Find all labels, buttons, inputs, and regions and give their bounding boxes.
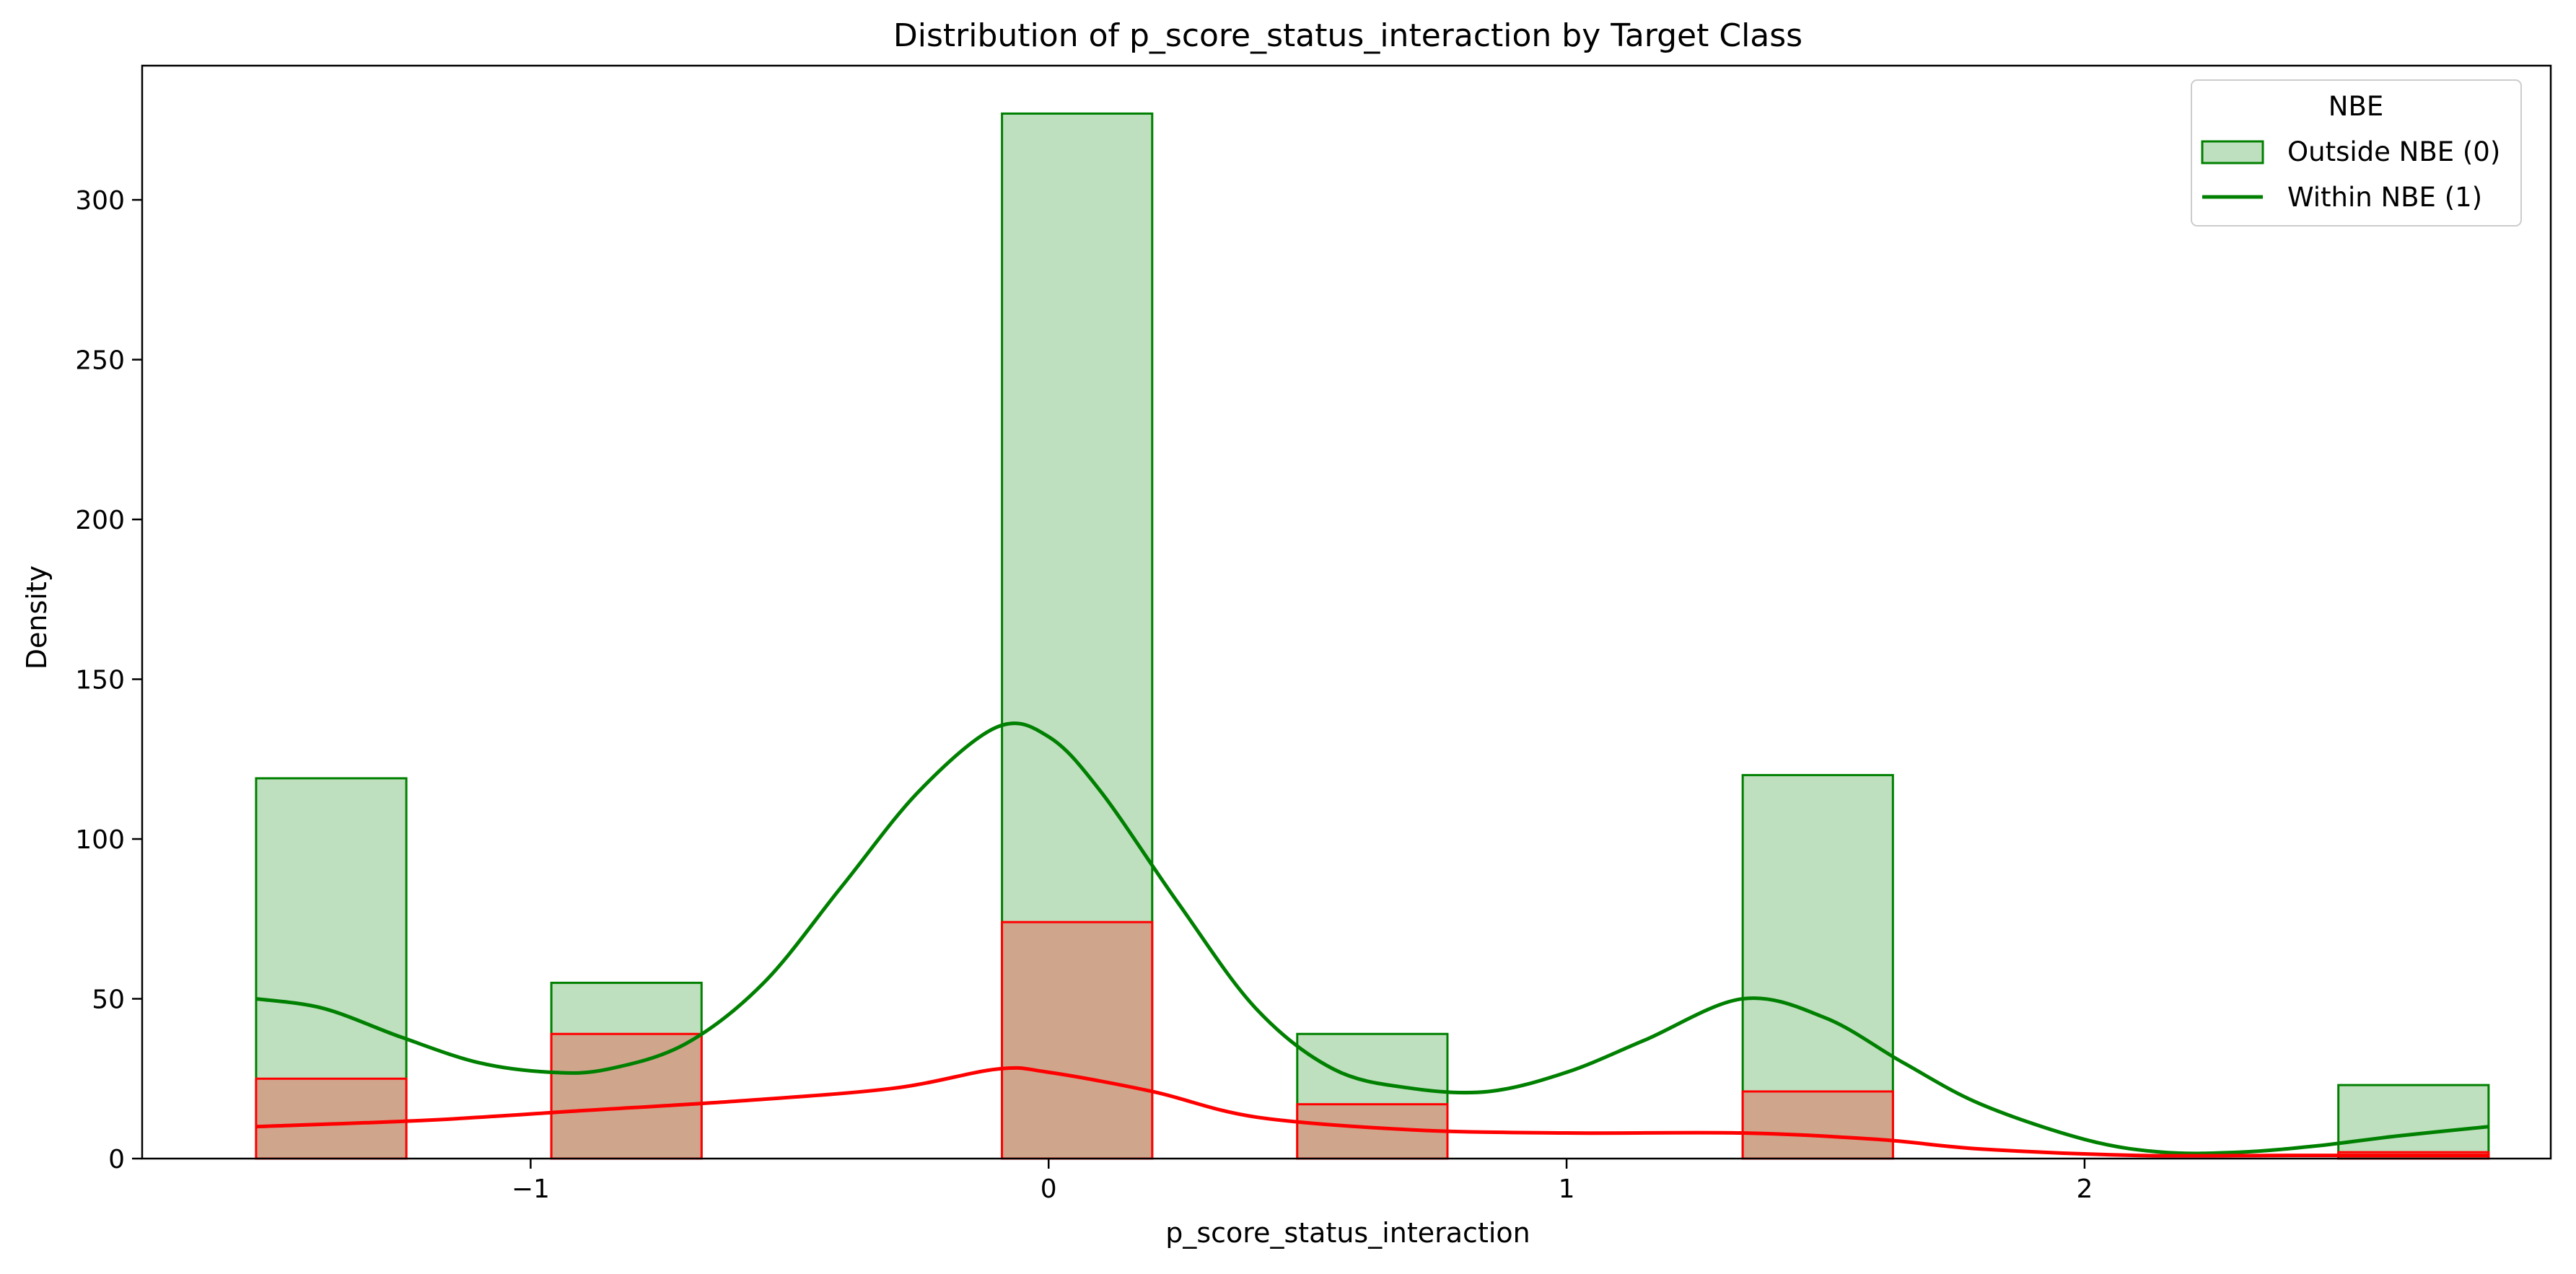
bar-within-nbe bbox=[1001, 921, 1154, 1160]
axes bbox=[141, 64, 2552, 1160]
legend-entry-within: Within NBE (1) bbox=[2287, 182, 2482, 213]
plot-area bbox=[142, 66, 2551, 1159]
y-tick-label: 50 bbox=[92, 985, 125, 1015]
legend-title: NBE bbox=[2329, 91, 2383, 122]
bar-within-nbe bbox=[550, 1032, 703, 1160]
bar-outside-nbe bbox=[2337, 1084, 2490, 1160]
y-tick-label: 300 bbox=[75, 186, 125, 216]
y-axis-label: Density bbox=[21, 566, 53, 669]
y-axis-ticks: 0 50 100 150 200 250 300 bbox=[75, 186, 142, 1174]
y-tick-label: 0 bbox=[108, 1145, 125, 1174]
x-tick-label: −1 bbox=[512, 1174, 550, 1204]
kde-curve-within-nbe bbox=[255, 1066, 2489, 1158]
y-tick-label: 100 bbox=[75, 825, 125, 855]
histogram-bars bbox=[255, 112, 2490, 1160]
y-tick-label: 150 bbox=[75, 666, 125, 695]
bar-within-nbe bbox=[1741, 1090, 1894, 1160]
kde-curves bbox=[255, 721, 2489, 1158]
axes-frame bbox=[141, 64, 2552, 1160]
y-tick-label: 200 bbox=[75, 506, 125, 535]
x-tick-label: 1 bbox=[1559, 1174, 1575, 1204]
kde-curve-outside-nbe bbox=[255, 721, 2489, 1156]
legend-entry-outside: Outside NBE (0) bbox=[2287, 136, 2500, 167]
legend-frame bbox=[2191, 79, 2522, 227]
plot-background bbox=[142, 66, 2551, 1159]
bar-within-nbe bbox=[255, 1077, 408, 1160]
x-tick-label: 2 bbox=[2076, 1174, 2093, 1204]
x-tick-label: 0 bbox=[1041, 1174, 1057, 1204]
x-axis-ticks: −1 0 1 2 bbox=[512, 1159, 2093, 1204]
legend: NBE Outside NBE (0) Within NBE (1) bbox=[2191, 79, 2522, 227]
legend-swatch-outside bbox=[2201, 140, 2264, 164]
x-axis-label: p_score_status_interaction bbox=[1165, 1217, 1530, 1249]
chart-title: Distribution of p_score_status_interacti… bbox=[893, 17, 1802, 54]
y-tick-label: 250 bbox=[75, 346, 125, 376]
